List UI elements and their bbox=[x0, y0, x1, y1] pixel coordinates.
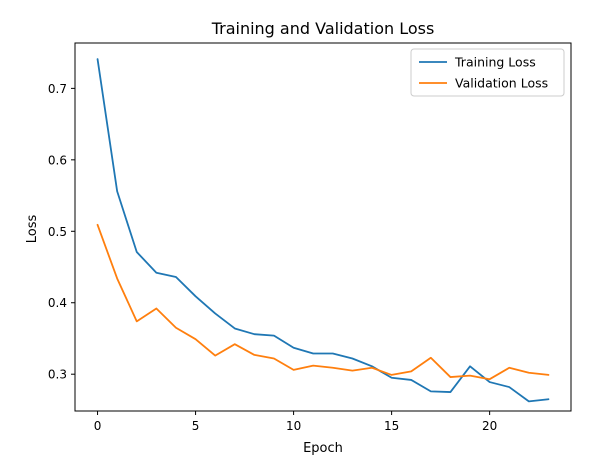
chart-title: Training and Validation Loss bbox=[211, 19, 435, 38]
x-axis-label: Epoch bbox=[303, 441, 343, 456]
x-tick-label: 15 bbox=[384, 419, 399, 433]
legend-entry: Validation Loss bbox=[455, 76, 548, 91]
x-tick-label: 0 bbox=[94, 419, 102, 433]
axis-ticks: 0 5 10 15 20 0.3 0.4 0.5 0.6 0.7 bbox=[48, 82, 497, 433]
y-tick-label: 0.4 bbox=[48, 296, 67, 310]
y-tick-label: 0.6 bbox=[48, 153, 67, 167]
x-tick-label: 5 bbox=[192, 419, 200, 433]
x-tick-label: 20 bbox=[482, 419, 497, 433]
y-tick-label: 0.5 bbox=[48, 225, 67, 239]
series-line-validation-loss bbox=[96, 223, 550, 381]
legend-entry: Training Loss bbox=[454, 55, 536, 70]
legend-box bbox=[410, 48, 565, 97]
legend: Training Loss Validation Loss bbox=[410, 48, 565, 97]
x-tick-label: 10 bbox=[286, 419, 301, 433]
plot-frame bbox=[74, 42, 572, 412]
y-axis-label: Loss bbox=[25, 215, 40, 244]
plot-area bbox=[96, 58, 550, 403]
y-tick-label: 0.3 bbox=[48, 368, 67, 382]
y-tick-label: 0.7 bbox=[48, 82, 67, 96]
series-line-training-loss bbox=[96, 58, 550, 403]
